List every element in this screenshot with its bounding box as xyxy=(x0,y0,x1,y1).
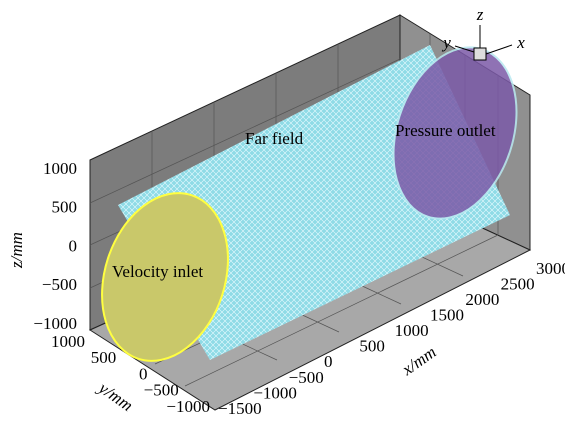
x-tick-label: −1500 xyxy=(218,399,262,418)
y-tick-label: 500 xyxy=(91,348,117,367)
z-tick-label: 500 xyxy=(52,198,78,217)
x-tick-label: 0 xyxy=(324,352,333,371)
y-tick-label: −500 xyxy=(144,381,179,400)
y-tick-label: 0 xyxy=(139,364,148,383)
inlet-face xyxy=(101,192,229,362)
x-tick-label: 2500 xyxy=(501,274,535,293)
x-axis-title: x/mm xyxy=(398,342,440,379)
z-tick-label: −500 xyxy=(42,275,77,294)
x-tick-label: 1500 xyxy=(430,306,464,325)
x-tick-label: 500 xyxy=(359,337,385,356)
triad-cube xyxy=(473,47,487,61)
triad-x xyxy=(485,44,513,55)
triad-z-label: z xyxy=(476,5,484,24)
y-axis-title: y/mm xyxy=(94,377,137,415)
triad-x-label: x xyxy=(516,33,525,52)
z-tick-label: 0 xyxy=(69,236,78,255)
outlet-label: Pressure outlet xyxy=(395,121,496,140)
triad-y-label: y xyxy=(441,33,451,52)
z-tick-label: −1000 xyxy=(33,314,77,333)
x-tick-label: 3000 xyxy=(536,259,565,278)
y-tick-label: 1000 xyxy=(51,332,85,351)
z-axis-title: z/mm xyxy=(7,232,26,269)
x-tick-label: 1000 xyxy=(395,321,429,340)
x-tick-label: −500 xyxy=(289,368,324,387)
y-tick-label: −1000 xyxy=(166,397,210,416)
x-tick-label: 2000 xyxy=(465,290,499,309)
x-tick-label: −1000 xyxy=(253,383,297,402)
far-field-label: Far field xyxy=(245,129,304,148)
inlet-label: Velocity inlet xyxy=(112,262,203,281)
triad: z y x xyxy=(441,5,525,61)
z-tick-label: 1000 xyxy=(43,159,77,178)
triad-y xyxy=(454,45,475,53)
